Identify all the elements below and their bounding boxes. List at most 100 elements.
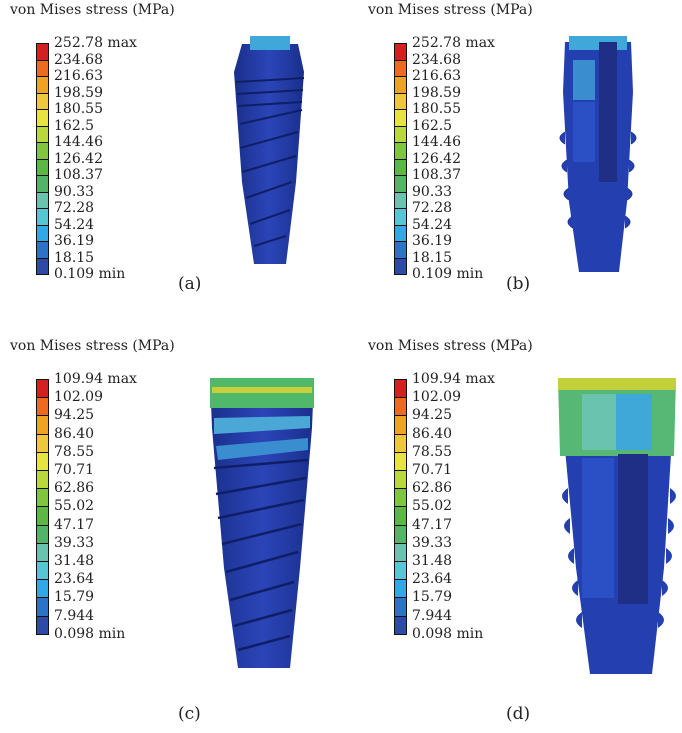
implant-section-model <box>559 36 637 272</box>
colorbar-swatch <box>394 125 407 143</box>
colorbar-tick-label: 0.109 min <box>54 266 126 282</box>
colorbar-tick-label: 36.19 <box>54 233 95 249</box>
colorbar-swatch <box>394 43 407 61</box>
colorbar-tick-label: 234.68 <box>54 51 103 68</box>
colorbar-tick-label: 102.09 <box>54 389 103 406</box>
colorbar-swatch <box>394 109 407 127</box>
colorbar-swatch <box>36 257 49 275</box>
colorbar-tick-label: 0.109 min <box>412 266 484 282</box>
colorbar-swatch <box>394 379 407 399</box>
colorbar-swatch <box>394 561 407 581</box>
colorbar-tick-label: 0.098 min <box>412 625 484 642</box>
colorbar-swatch <box>394 433 407 453</box>
colorbar-swatch <box>394 158 407 176</box>
colorbar-tick-label: 198.59 <box>54 84 103 101</box>
colorbar-tick-label: 126.42 <box>412 150 461 167</box>
colorbar-swatch <box>36 615 49 635</box>
colorbar-tick-label: 72.28 <box>412 200 453 216</box>
colorbar-tick-label: 15.79 <box>412 589 453 606</box>
colorbar-tick-label: 7.944 <box>54 607 95 624</box>
panel-c: von Mises stress (MPa) 109.94 max 102.09 9… <box>10 338 340 724</box>
legend-title: von Mises stress (MPa) <box>10 338 175 354</box>
implant-section-model <box>558 378 676 674</box>
colorbar-swatch <box>36 76 49 94</box>
colorbar-tick-label: 86.40 <box>412 425 453 442</box>
colorbar-tick-label: 252.78 max <box>54 35 137 51</box>
colorbar-tick-label: 23.64 <box>54 571 95 588</box>
colorbar-swatch <box>394 542 407 562</box>
colorbar-swatch <box>36 597 49 617</box>
colorbar-tick-label: 108.37 <box>54 167 103 183</box>
colorbar-tick-label: 15.79 <box>54 589 95 606</box>
colorbar-tick-label: 102.09 <box>412 389 461 406</box>
panel-caption: (a) <box>178 274 202 294</box>
colorbar-swatch <box>394 415 407 435</box>
colorbar-tick-label: 31.48 <box>54 553 95 569</box>
legend-title: von Mises stress (MPa) <box>368 338 533 354</box>
colorbar-swatch <box>394 76 407 94</box>
colorbar-swatch <box>36 224 49 242</box>
colorbar-tick-label: 86.40 <box>54 425 95 442</box>
panel-caption: (d) <box>506 704 531 724</box>
colorbar-tick-label: 109.94 max <box>412 371 495 387</box>
colorbar-swatch <box>36 397 49 417</box>
colorbar-tick-label: 162.5 <box>412 117 453 134</box>
colorbar-swatch <box>394 175 407 193</box>
colorbar-swatch <box>36 142 49 160</box>
colorbar-swatch <box>36 191 49 209</box>
colorbar-swatch <box>36 470 49 490</box>
colorbar-tick-label: 47.17 <box>412 516 453 533</box>
colorbar-tick-label: 0.098 min <box>54 625 126 642</box>
colorbar-swatch <box>394 470 407 490</box>
colorbar-tick-label: 18.15 <box>54 249 95 266</box>
legend-title: von Mises stress (MPa) <box>10 2 175 18</box>
colorbar-tick-label: 109.94 max <box>54 371 137 387</box>
colorbar-tick-label: 78.55 <box>54 443 95 460</box>
colorbar-tick-label: 55.02 <box>412 498 453 515</box>
implant-full-model <box>234 36 305 264</box>
colorbar-swatch <box>394 191 407 209</box>
colorbar-swatch <box>394 579 407 599</box>
colorbar-swatch <box>394 488 407 508</box>
panel-b: von Mises stress (MPa) 252.78 max 234.68 2… <box>368 2 682 342</box>
implant-full-model <box>210 378 314 668</box>
colorbar-swatch <box>36 43 49 61</box>
colorbar-tick-label: 18.15 <box>412 249 453 266</box>
panel-caption: (c) <box>178 704 201 724</box>
colorbar-swatch <box>36 241 49 259</box>
colorbar-tick-label: 47.17 <box>54 516 95 533</box>
colorbar-swatch <box>36 59 49 77</box>
colorbar-swatch <box>394 142 407 160</box>
colorbar-tick-label: 39.33 <box>412 534 453 551</box>
panel-caption: (b) <box>506 274 531 294</box>
colorbar-tick-label: 90.33 <box>412 183 453 200</box>
colorbar-tick-label: 90.33 <box>54 183 95 200</box>
colorbar-swatch <box>36 92 49 110</box>
colorbar-swatch <box>36 379 49 399</box>
colorbar-tick-label: 144.46 <box>412 134 461 150</box>
colorbar-tick-label: 31.48 <box>412 553 453 569</box>
colorbar-swatch <box>394 92 407 110</box>
colorbar-tick-label: 108.37 <box>412 167 461 183</box>
colorbar-tick-label: 62.86 <box>54 480 95 497</box>
colorbar-tick-label: 62.86 <box>412 480 453 497</box>
colorbar-swatch <box>36 561 49 581</box>
colorbar-swatch <box>36 109 49 127</box>
colorbar-swatch <box>36 542 49 562</box>
colorbar-swatch <box>394 397 407 417</box>
colorbar-tick-label: 36.19 <box>412 233 453 249</box>
colorbar-tick-label: 216.63 <box>412 68 461 84</box>
colorbar-tick-label: 55.02 <box>54 498 95 515</box>
colorbar-swatch <box>394 241 407 259</box>
legend-title: von Mises stress (MPa) <box>368 2 533 18</box>
colorbar-tick-label: 126.42 <box>54 150 103 167</box>
colorbar-tick-label: 94.25 <box>54 407 95 424</box>
colorbar-swatch <box>36 506 49 526</box>
colorbar-tick-label: 252.78 max <box>412 35 495 51</box>
colorbar-tick-label: 162.5 <box>54 117 95 134</box>
colorbar-swatch <box>394 257 407 275</box>
colorbar-swatch <box>36 415 49 435</box>
colorbar-swatch <box>36 175 49 193</box>
colorbar-tick-label: 198.59 <box>412 84 461 101</box>
colorbar-swatch <box>36 488 49 508</box>
